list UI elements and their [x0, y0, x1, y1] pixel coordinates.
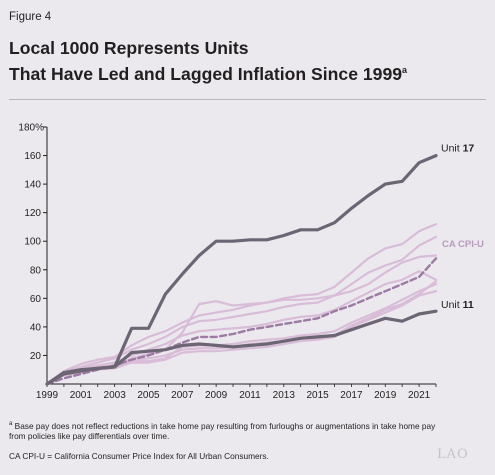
- y-tick-label: 20: [30, 351, 42, 362]
- x-tick-label: 2021: [408, 390, 431, 401]
- title-line-2: That Have Led and Lagged Inflation Since…: [9, 63, 403, 84]
- x-tick-label: 2007: [171, 390, 194, 401]
- y-axis: 20 40 60 80 100 120 140 160 180%: [18, 123, 48, 384]
- y-tick-label: 160: [24, 151, 41, 162]
- footnote: a Base pay does not reflect reductions i…: [9, 419, 439, 442]
- series-label-unit17: Unit 17: [441, 143, 474, 155]
- series-label-cpi: CA CPI-U: [442, 239, 484, 250]
- series-line-g1: [45, 223, 438, 386]
- y-tick-label: 80: [30, 265, 42, 276]
- x-tick-label: 2013: [273, 390, 296, 401]
- x-tick-label: 2005: [137, 390, 160, 401]
- x-tick-label: 2017: [340, 390, 363, 401]
- x-tick-label: 2009: [205, 390, 228, 401]
- series-label-number: 17: [463, 143, 475, 155]
- series-line-g2: [45, 235, 438, 386]
- y-top-label: 180%: [18, 123, 44, 134]
- y-tick-label: 120: [24, 208, 41, 219]
- footnote-text: Base pay does not reflect reductions in …: [9, 420, 436, 442]
- x-tick-label: 2015: [306, 390, 329, 401]
- footnote-superscript: a: [9, 421, 13, 427]
- y-tick-label: 100: [24, 237, 41, 248]
- title-divider: [9, 99, 486, 100]
- figure-label: Figure 4: [9, 11, 52, 23]
- chart-title: Local 1000 Represents Units That Have Le…: [9, 37, 407, 85]
- series-line-unit11: [45, 309, 438, 386]
- series-label-number: 11: [463, 299, 474, 311]
- x-tick-label: 1999: [36, 390, 59, 401]
- y-tick-label: 40: [30, 322, 42, 333]
- series-label-prefix: Unit: [441, 299, 463, 311]
- y-tick-label: 140: [24, 180, 41, 191]
- series-label-unit11: Unit 11: [441, 299, 474, 311]
- series-label-prefix: Unit: [441, 143, 463, 155]
- x-tick-label: 2003: [104, 390, 127, 401]
- source-note: CA CPI-U = California Consumer Price Ind…: [9, 451, 269, 461]
- title-superscript: a: [402, 65, 408, 75]
- x-tick-label: 2019: [374, 390, 397, 401]
- y-tick-label: 60: [30, 294, 42, 305]
- x-tick-label: 2001: [70, 390, 93, 401]
- x-axis: 1999 2001 2003 2005 2007 2009 2011 2013 2015 2017…: [36, 383, 437, 401]
- series-lines: [45, 154, 438, 386]
- x-tick-label: 2011: [239, 390, 261, 401]
- lao-logo: LAO: [437, 447, 469, 462]
- title-line-1: Local 1000 Represents Units: [9, 38, 249, 58]
- series-line-g4: [45, 270, 438, 386]
